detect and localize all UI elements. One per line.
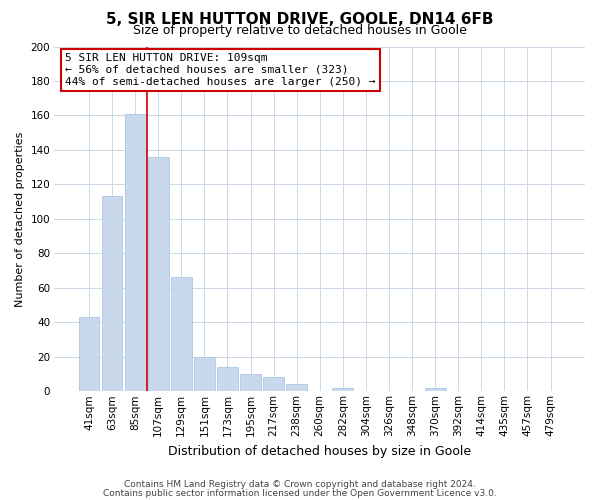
Text: 5, SIR LEN HUTTON DRIVE, GOOLE, DN14 6FB: 5, SIR LEN HUTTON DRIVE, GOOLE, DN14 6FB [106,12,494,28]
Bar [263,378,284,392]
Bar [286,384,307,392]
Text: Contains public sector information licensed under the Open Government Licence v3: Contains public sector information licen… [103,488,497,498]
Bar [125,114,146,392]
Text: Contains HM Land Registry data © Crown copyright and database right 2024.: Contains HM Land Registry data © Crown c… [124,480,476,489]
Bar [171,278,191,392]
Bar [425,388,446,392]
Y-axis label: Number of detached properties: Number of detached properties [15,131,25,306]
Bar [148,157,169,392]
Bar [194,357,215,392]
Bar [79,317,100,392]
Bar [217,367,238,392]
Bar [332,388,353,392]
Text: Size of property relative to detached houses in Goole: Size of property relative to detached ho… [133,24,467,37]
Bar [101,196,122,392]
Text: 5 SIR LEN HUTTON DRIVE: 109sqm
← 56% of detached houses are smaller (323)
44% of: 5 SIR LEN HUTTON DRIVE: 109sqm ← 56% of … [65,54,376,86]
X-axis label: Distribution of detached houses by size in Goole: Distribution of detached houses by size … [168,444,471,458]
Bar [240,374,261,392]
